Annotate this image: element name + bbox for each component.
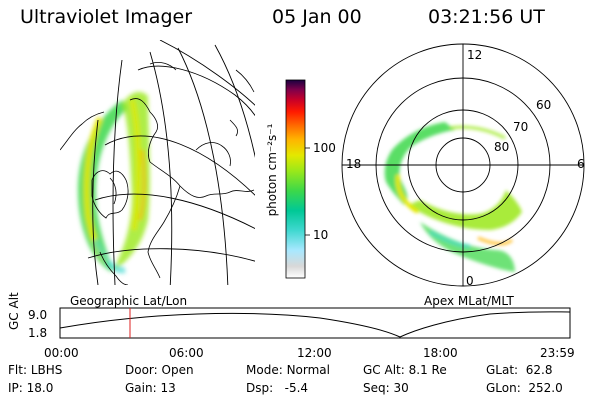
mlt-label-12: 12 bbox=[467, 48, 483, 62]
apex-caption: Apex MLat/MLT bbox=[424, 294, 514, 308]
aurora-oval-geo bbox=[78, 91, 150, 274]
info-seq: Seq: 30 bbox=[363, 381, 409, 395]
mlat-label-80: 80 bbox=[494, 140, 510, 154]
lat-lon-grid bbox=[87, 40, 255, 285]
timeline-tick-0600: 06:00 bbox=[169, 346, 204, 360]
time-label: 03:21:56 UT bbox=[428, 6, 545, 28]
info-door: Door: Open bbox=[125, 363, 194, 377]
info-glat: GLat: 62.8 bbox=[486, 363, 553, 377]
info-mode: Mode: Normal bbox=[246, 363, 330, 377]
geographic-caption: Geographic Lat/Lon bbox=[70, 294, 188, 308]
info-gain: Gain: 13 bbox=[125, 381, 176, 395]
timeline-tick-1200: 12:00 bbox=[297, 346, 332, 360]
colorbar-tick-100: 100 bbox=[313, 141, 336, 155]
info-dsp: Dsp: -5.4 bbox=[246, 381, 309, 395]
coastlines bbox=[60, 62, 255, 285]
mlat-label-60: 60 bbox=[536, 98, 552, 112]
info-gc-alt: GC Alt: 8.1 Re bbox=[363, 363, 447, 377]
polar-grid bbox=[341, 43, 585, 287]
timeline-tick-2359: 23:59 bbox=[540, 346, 575, 360]
timeline-tick-1800: 18:00 bbox=[423, 346, 458, 360]
timeline-y-max: 9.0 bbox=[28, 308, 48, 322]
mlt-label-6: 6 bbox=[577, 157, 585, 171]
aurora-oval-polar bbox=[384, 122, 522, 272]
info-glon: GLon: 252.0 bbox=[486, 381, 563, 395]
timeline-y-min: 1.8 bbox=[28, 326, 48, 340]
mlt-label-18: 18 bbox=[346, 157, 362, 171]
date-label: 05 Jan 00 bbox=[272, 6, 362, 28]
info-ip: IP: 18.0 bbox=[8, 381, 54, 395]
instrument-title: Ultraviolet Imager bbox=[20, 6, 193, 28]
colorbar-tick-10: 10 bbox=[313, 228, 329, 242]
timeline-y-label: GC Alt bbox=[7, 292, 21, 330]
info-filter: Flt: LBHS bbox=[8, 363, 63, 377]
timeline-tick-0000: 00:00 bbox=[44, 346, 79, 360]
mlat-label-70: 70 bbox=[513, 120, 529, 134]
mlt-label-0: 0 bbox=[466, 274, 474, 288]
